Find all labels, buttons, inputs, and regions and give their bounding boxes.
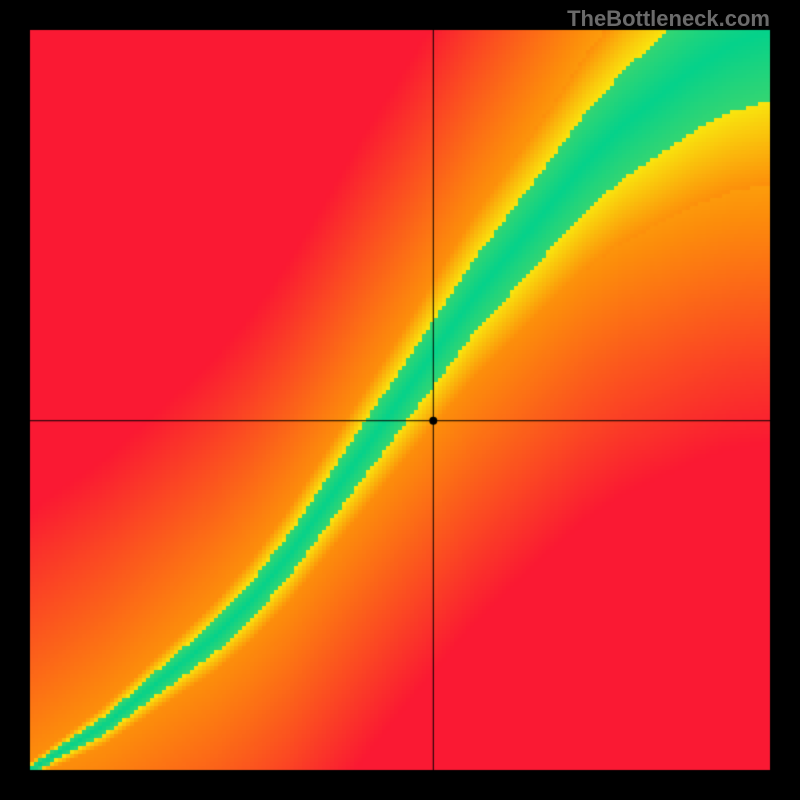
watermark-text: TheBottleneck.com [567, 6, 770, 32]
bottleneck-heatmap: TheBottleneck.com [0, 0, 800, 800]
heatmap-canvas [0, 0, 800, 800]
